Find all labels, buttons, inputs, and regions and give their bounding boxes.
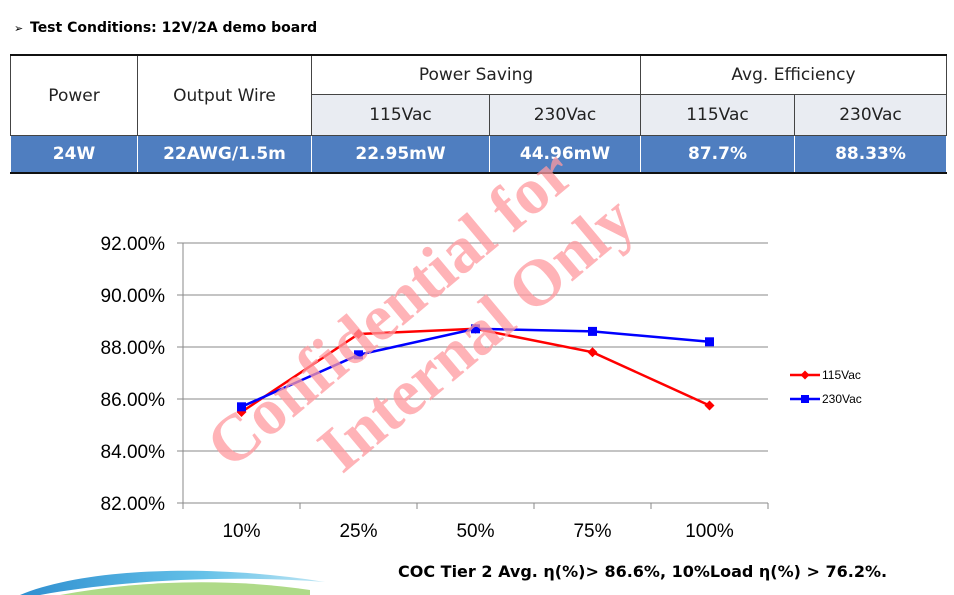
efficiency-line-chart: 82.00% 84.00% 86.00% 88.00% 90.00% 92.00% 10% 2… (101, 234, 862, 542)
header-avg-efficiency: Avg. Efficiency (640, 54, 947, 95)
cell-eff-230vac: 88.33% (794, 135, 947, 174)
cell-eff-115vac: 87.7% (640, 135, 795, 174)
data-point-230Vac (588, 326, 597, 336)
table-row: 24W 22AWG/1.5m 22.95mW 44.96mW 87.7% 88.… (10, 135, 947, 174)
coc-tier2-note: COC Tier 2 Avg. η(%)> 86.6%, 10%Load η(%… (398, 562, 888, 581)
test-conditions-heading: ➢ Test Conditions: 12V/2A demo board (14, 20, 317, 36)
legend-label-230Vac: 230Vac (822, 392, 862, 406)
header-power: Power (10, 54, 138, 136)
header-output-wire: Output Wire (137, 54, 312, 136)
series-line-230Vac (240, 327, 710, 408)
y-tick-label: 82.00% (101, 494, 166, 515)
data-point-230Vac (354, 350, 363, 360)
data-point-115Vac (587, 347, 598, 358)
x-tick-label: 50% (456, 521, 494, 542)
data-point-230Vac (471, 324, 480, 334)
table-header-row: Power Output Wire Power Saving Avg. Effi… (10, 54, 947, 136)
heading-text: Test Conditions: 12V/2A demo board (30, 20, 318, 36)
y-tick-label: 86.00% (101, 390, 166, 411)
subheader-eff-115vac: 115Vac (640, 94, 795, 136)
y-tick-label: 88.00% (101, 338, 166, 359)
y-tick-label: 90.00% (101, 286, 166, 307)
cell-saving-115vac: 22.95mW (311, 135, 490, 174)
legend-marker-115Vac (800, 370, 810, 380)
cell-wire: 22AWG/1.5m (137, 135, 312, 174)
x-tick-label: 75% (573, 521, 611, 542)
data-point-230Vac (705, 337, 714, 347)
spec-table: Power Output Wire Power Saving Avg. Effi… (10, 54, 947, 174)
legend-label-115Vac: 115Vac (822, 368, 861, 382)
subheader-saving-230vac: 230Vac (489, 94, 641, 136)
x-tick-label: 100% (685, 521, 734, 542)
y-tick-label: 84.00% (101, 442, 166, 463)
header-power-saving: Power Saving (311, 54, 641, 95)
cell-power: 24W (10, 135, 138, 174)
table-subheader-row: 115Vac 230Vac 115Vac 230Vac (11, 94, 947, 136)
cell-saving-230vac: 44.96mW (489, 135, 641, 174)
bullet-arrow-icon: ➢ (14, 22, 24, 35)
x-tick-label: 10% (222, 521, 260, 542)
y-tick-label: 92.00% (101, 234, 166, 255)
subheader-eff-230vac: 230Vac (794, 94, 947, 136)
data-point-115Vac (353, 329, 364, 339)
data-point-115Vac (704, 400, 715, 411)
series-line-115Vac (240, 327, 711, 414)
company-logo-swoosh (20, 570, 325, 595)
legend-marker-230Vac (801, 395, 809, 403)
x-tick-label: 25% (339, 521, 377, 542)
data-point-230Vac (237, 402, 246, 412)
subheader-saving-115vac: 115Vac (311, 94, 490, 136)
